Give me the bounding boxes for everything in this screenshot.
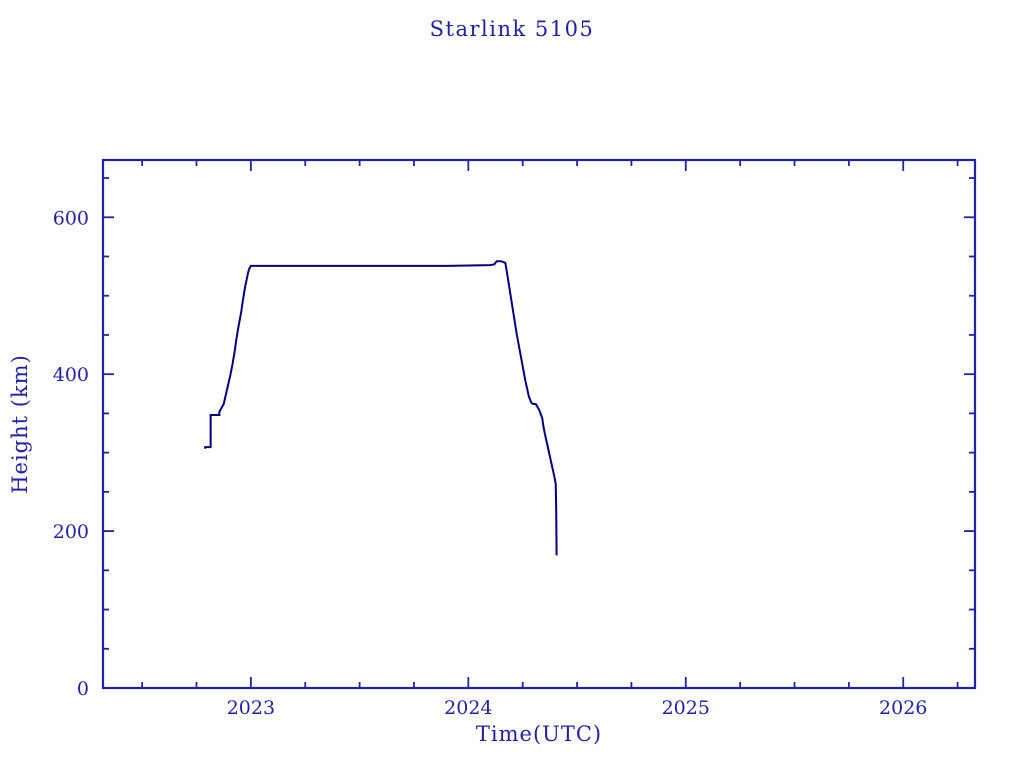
y-tick-label: 400 [53, 364, 89, 386]
y-tick-label: 0 [77, 678, 89, 700]
x-axis-ticks [141, 160, 959, 688]
plot-frame [101, 158, 977, 690]
x-axis-tick-labels: 2023 2024 2025 2026 [227, 697, 928, 719]
y-axis-ticks [103, 177, 975, 689]
x-tick-label: 2026 [879, 697, 927, 719]
x-axis-label: Time(UTC) [476, 722, 602, 746]
y-axis-tick-labels: 0 200 400 600 [53, 207, 89, 700]
y-axis-label: Height (km) [8, 354, 32, 494]
x-tick-label: 2024 [444, 697, 492, 719]
series-line [204, 260, 558, 556]
y-tick-label: 600 [53, 207, 89, 229]
data-series-line [204, 260, 558, 556]
page-title: Starlink 5105 [429, 17, 595, 41]
y-tick-label: 200 [53, 521, 89, 543]
x-tick-label: 2025 [662, 697, 710, 719]
x-tick-label: 2023 [227, 697, 275, 719]
